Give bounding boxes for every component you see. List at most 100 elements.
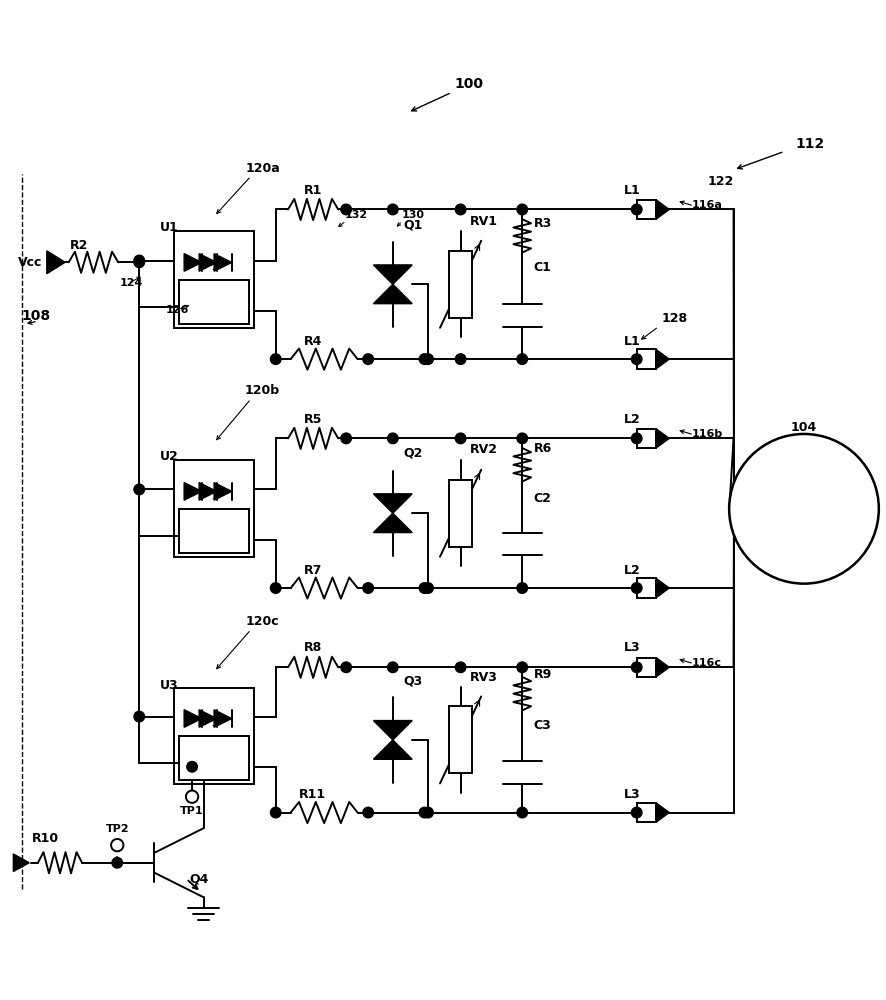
Polygon shape [47, 251, 65, 274]
Polygon shape [184, 254, 202, 271]
Bar [637, 803, 656, 822]
Text: 128: 128 [661, 312, 688, 325]
Bar [449, 480, 472, 547]
Polygon shape [214, 710, 232, 727]
Polygon shape [214, 254, 232, 271]
Polygon shape [656, 200, 669, 219]
Text: U1: U1 [159, 221, 178, 234]
Circle shape [517, 354, 527, 364]
Circle shape [270, 354, 281, 364]
Text: Vcc: Vcc [18, 256, 43, 269]
Circle shape [363, 583, 373, 593]
Bar [175, 460, 253, 557]
Circle shape [134, 255, 144, 266]
Circle shape [632, 433, 642, 444]
Polygon shape [656, 349, 669, 369]
Polygon shape [373, 721, 412, 740]
Text: L3: L3 [624, 641, 641, 654]
Circle shape [517, 807, 527, 818]
Polygon shape [373, 284, 412, 304]
Text: 100: 100 [455, 77, 484, 91]
Circle shape [423, 583, 433, 593]
Circle shape [270, 583, 281, 593]
Circle shape [419, 583, 430, 593]
Text: R9: R9 [533, 668, 552, 681]
Circle shape [632, 583, 642, 593]
Bar [449, 251, 472, 318]
Text: RV3: RV3 [470, 671, 498, 684]
Text: 116b: 116b [691, 429, 723, 439]
Circle shape [341, 433, 352, 444]
Polygon shape [656, 658, 669, 677]
Text: L1: L1 [624, 335, 641, 348]
Circle shape [363, 354, 373, 364]
Bar [179, 280, 249, 324]
Bar [175, 688, 253, 784]
Text: C1: C1 [533, 261, 552, 274]
Text: R5: R5 [304, 413, 322, 426]
Circle shape [186, 791, 198, 803]
Polygon shape [656, 429, 669, 448]
Bar [637, 200, 656, 219]
Text: 126: 126 [166, 305, 189, 315]
Text: L2: L2 [624, 564, 641, 577]
Polygon shape [373, 265, 412, 284]
Circle shape [363, 807, 373, 818]
Text: Q1: Q1 [403, 219, 423, 232]
Text: Q3: Q3 [403, 675, 423, 688]
Circle shape [517, 433, 527, 444]
Circle shape [729, 434, 879, 584]
Bar [637, 429, 656, 448]
Circle shape [134, 484, 144, 495]
Text: 120a: 120a [245, 162, 280, 175]
Circle shape [270, 807, 281, 818]
Text: C3: C3 [533, 719, 551, 732]
Text: 116a: 116a [691, 200, 722, 210]
Circle shape [187, 761, 198, 772]
Polygon shape [13, 854, 29, 872]
Circle shape [517, 583, 527, 593]
Text: 122: 122 [707, 175, 734, 188]
Text: Q2: Q2 [403, 447, 423, 460]
Text: 104: 104 [791, 421, 817, 434]
Circle shape [387, 204, 398, 215]
Circle shape [387, 662, 398, 673]
Text: RV1: RV1 [470, 215, 498, 228]
Polygon shape [373, 740, 412, 759]
Circle shape [341, 204, 352, 215]
Text: R3: R3 [533, 217, 552, 230]
Polygon shape [214, 483, 232, 500]
Circle shape [112, 857, 122, 868]
Text: 116c: 116c [691, 658, 721, 668]
Text: R4: R4 [304, 335, 322, 348]
Circle shape [341, 662, 352, 673]
Text: Q4: Q4 [190, 872, 209, 885]
Polygon shape [656, 803, 669, 822]
Polygon shape [656, 578, 669, 598]
Text: TP1: TP1 [180, 806, 204, 816]
Polygon shape [373, 513, 412, 533]
Circle shape [455, 204, 466, 215]
Circle shape [632, 204, 642, 215]
Polygon shape [199, 254, 217, 271]
Text: 112: 112 [795, 137, 825, 151]
Text: R11: R11 [299, 788, 326, 801]
Circle shape [632, 354, 642, 364]
Text: L2: L2 [624, 413, 641, 426]
Text: 120b: 120b [245, 384, 280, 397]
Polygon shape [373, 494, 412, 513]
Circle shape [517, 662, 527, 673]
Text: L1: L1 [624, 184, 641, 197]
Circle shape [455, 433, 466, 444]
Circle shape [517, 204, 527, 215]
Text: R6: R6 [533, 442, 552, 455]
Polygon shape [199, 710, 217, 727]
Text: R10: R10 [32, 832, 58, 845]
Text: R1: R1 [304, 184, 322, 197]
Text: RV2: RV2 [470, 443, 498, 456]
Circle shape [419, 354, 430, 364]
Bar [637, 349, 656, 369]
Circle shape [419, 807, 430, 818]
Text: U2: U2 [159, 450, 178, 463]
Text: TP2: TP2 [105, 824, 129, 834]
